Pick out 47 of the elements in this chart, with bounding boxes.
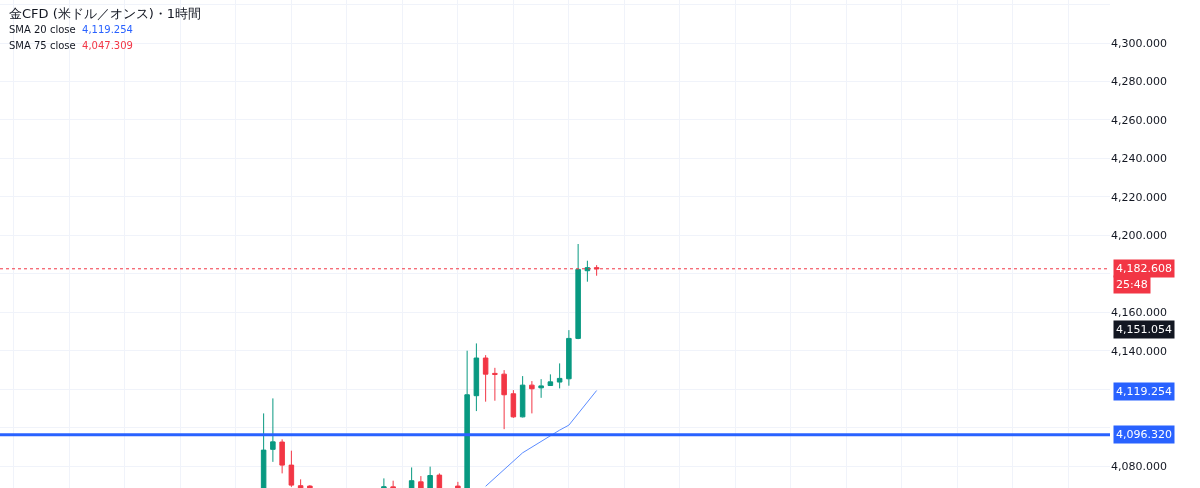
text: 25:48: [1116, 278, 1148, 291]
text: 金CFD (米ドル／オンス)・1時間: [9, 6, 202, 21]
annotation: SMA 75 close: [9, 40, 76, 51]
candlestick: [519, 375, 526, 418]
candlestick: [455, 481, 461, 488]
candlestick: [464, 350, 470, 488]
candlestick: [566, 329, 572, 387]
annotation: SMA 20 close: [9, 24, 76, 35]
y-tick-label: 4,240.000: [1111, 152, 1167, 166]
annotation: 4,047.309: [82, 40, 133, 51]
y-tick-label: 4,260.000: [1111, 113, 1167, 127]
candlestick: [288, 450, 295, 488]
ref-line-label: 4,096.320: [1116, 428, 1172, 441]
y-tick-label: 4,280.000: [1111, 75, 1167, 89]
candlestick: [584, 260, 591, 283]
candlestick: [418, 475, 424, 488]
candlestick: [575, 243, 581, 340]
candlestick: [501, 369, 507, 430]
y-tick-label: 4,300.000: [1111, 36, 1167, 50]
candlestick: [381, 477, 387, 488]
y-tick-label: 4,160.000: [1111, 306, 1167, 320]
line-series: [485, 390, 598, 487]
candlestick: [473, 342, 480, 412]
candlestick: [538, 378, 544, 399]
text: 4,151.054: [1116, 323, 1172, 336]
candlestick: [510, 389, 517, 419]
y-tick-label: 4,220.000: [1111, 190, 1167, 204]
annotation: 4,119.254: [82, 24, 133, 35]
candlestick: [492, 367, 498, 402]
ref-line-label: 4,182.608: [1116, 262, 1172, 275]
candlestick: [307, 484, 313, 488]
candlestick: [408, 466, 415, 488]
candlestick: [260, 412, 267, 488]
candlestick: [297, 478, 304, 488]
text: 4,119.254: [1116, 385, 1172, 398]
y-tick-label: 4,200.000: [1111, 229, 1167, 243]
y-tick-label: 4,080.000: [1111, 459, 1167, 473]
candlestick: [547, 373, 554, 387]
candlestick: [427, 466, 433, 488]
candlestick: [482, 354, 489, 403]
y-tick-label: 4,140.000: [1111, 344, 1167, 358]
candlestick: [436, 472, 443, 488]
candlestick: [529, 380, 535, 414]
candlestick: [270, 397, 276, 463]
candlestick: [390, 480, 396, 488]
candlestick: [556, 362, 563, 389]
candlestick: [279, 438, 285, 474]
